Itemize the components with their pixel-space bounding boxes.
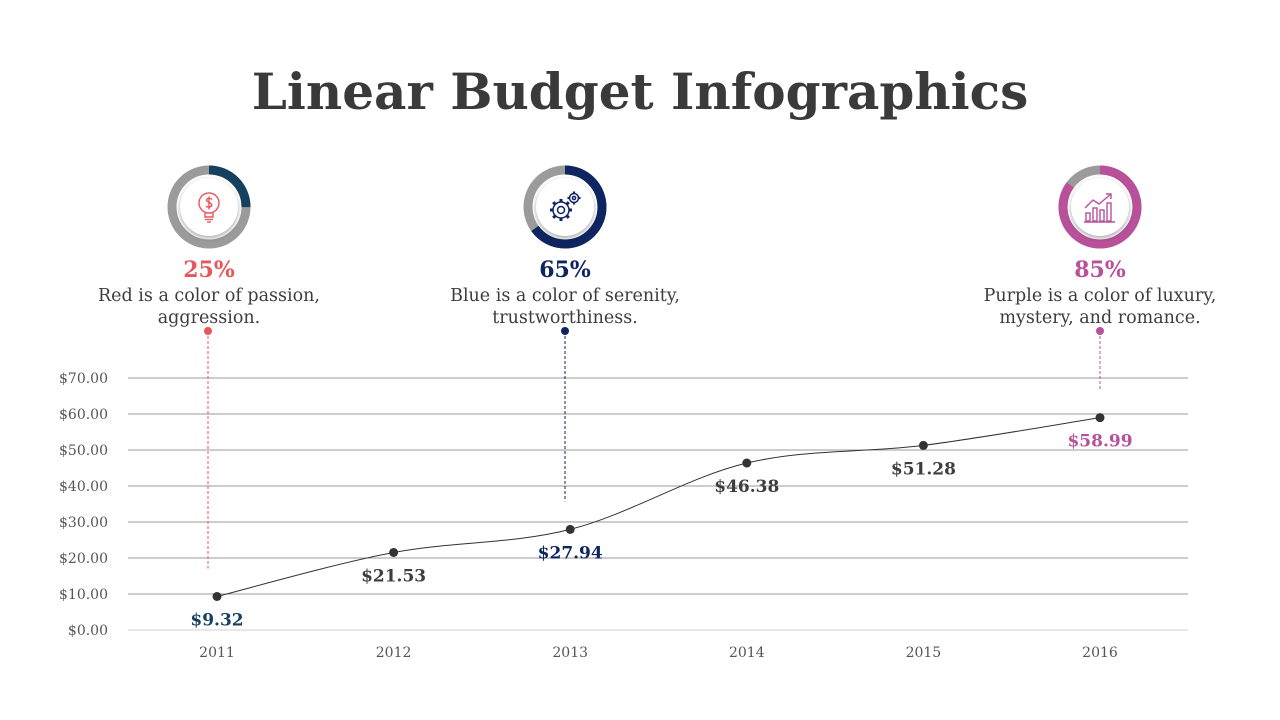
data-label: $58.99 [1067, 432, 1132, 452]
data-label: $9.32 [190, 610, 243, 630]
data-label: $27.94 [538, 543, 603, 563]
x-tick-label: 2016 [1082, 645, 1118, 661]
x-tick-label: 2014 [729, 645, 765, 661]
x-tick-label: 2012 [376, 645, 412, 661]
description-line-1: Red is a color of passion, [98, 286, 320, 306]
percent-value: 85% [1074, 257, 1126, 283]
data-point [918, 440, 928, 450]
percent-value: 65% [539, 257, 591, 283]
percent-value: 25% [183, 257, 235, 283]
y-tick-label: $40.00 [59, 479, 108, 495]
page-title: Linear Budget Infographics [251, 62, 1029, 121]
x-tick-label: 2013 [552, 645, 588, 661]
y-tick-label: $20.00 [59, 551, 108, 567]
data-point [742, 458, 752, 468]
data-point [1095, 413, 1105, 423]
donut-ring [1058, 165, 1142, 249]
data-point [212, 591, 222, 601]
info-card-red: 25% Red is a color of passion, aggressio… [69, 165, 349, 329]
description: Blue is a color of serenity, trustworthi… [425, 285, 705, 329]
data-label: $46.38 [714, 477, 779, 497]
x-tick-label: 2011 [199, 645, 235, 661]
donut-ring [523, 165, 607, 249]
description: Red is a color of passion, aggression. [69, 285, 349, 329]
description-line-1: Blue is a color of serenity, [450, 286, 680, 306]
bar-chart-growth-icon [1071, 178, 1129, 236]
description-line-2: aggression. [157, 308, 261, 328]
y-tick-label: $50.00 [59, 443, 108, 459]
data-label: $21.53 [361, 566, 426, 586]
data-label: $51.28 [891, 459, 956, 479]
description-line-2: mystery, and romance. [999, 308, 1201, 328]
info-card-blue: 65% Blue is a color of serenity, trustwo… [425, 165, 705, 329]
y-tick-label: $70.00 [59, 371, 108, 387]
donut-ring [167, 165, 251, 249]
y-tick-label: $10.00 [59, 587, 108, 603]
info-card-purple: 85% Purple is a color of luxury, mystery… [960, 165, 1240, 329]
y-tick-label: $0.00 [68, 623, 108, 639]
donut-progress-purple [1058, 165, 1142, 249]
y-tick-label: $30.00 [59, 515, 108, 531]
description: Purple is a color of luxury, mystery, an… [960, 285, 1240, 329]
series-line [216, 417, 1101, 597]
description-line-1: Purple is a color of luxury, [983, 286, 1217, 306]
description-line-2: trustworthiness. [492, 308, 638, 328]
data-point [389, 547, 399, 557]
donut-progress-blue [523, 165, 607, 249]
dollar-bulb-icon [180, 178, 238, 236]
donut-progress-red [167, 165, 251, 249]
data-point [565, 524, 575, 534]
gears-icon [536, 178, 594, 236]
y-tick-label: $60.00 [59, 407, 108, 423]
x-tick-label: 2015 [906, 645, 942, 661]
